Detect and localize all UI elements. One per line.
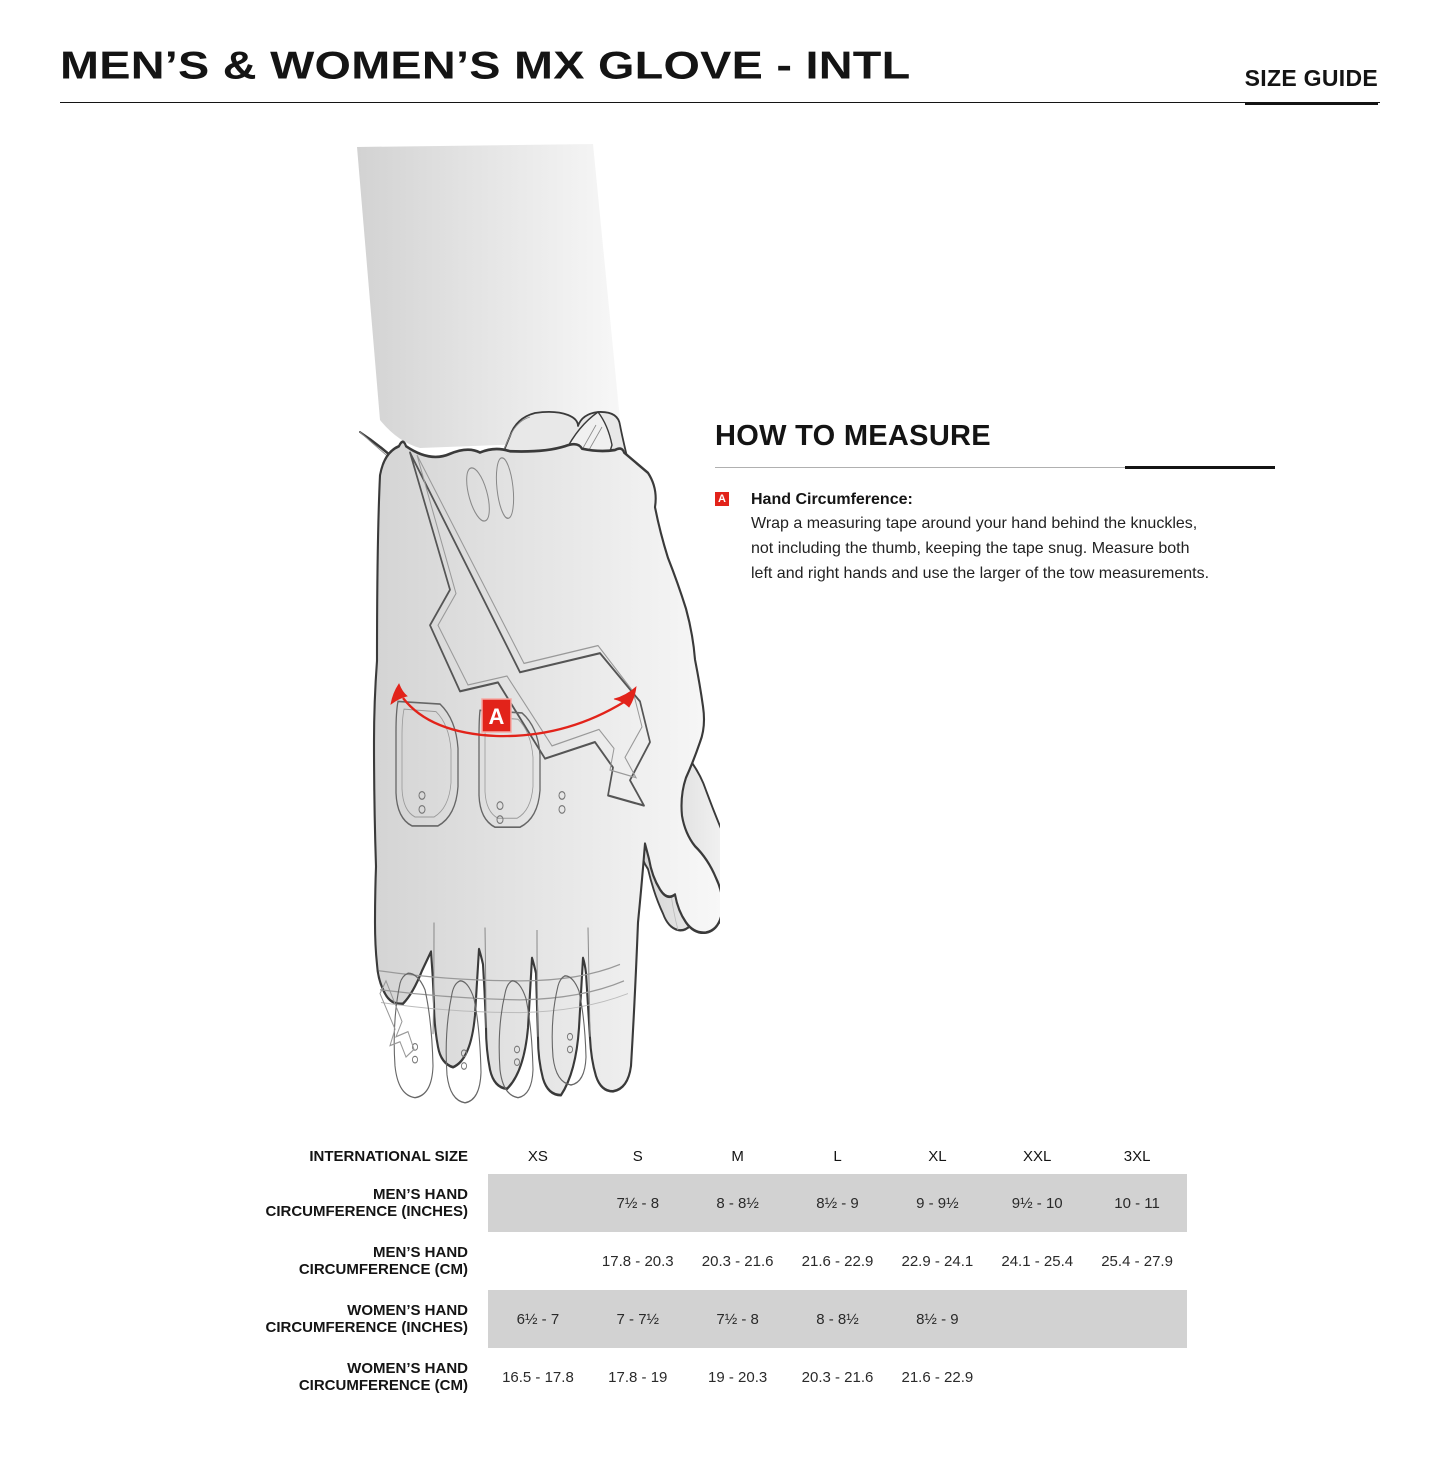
svg-text:A: A	[489, 704, 505, 729]
